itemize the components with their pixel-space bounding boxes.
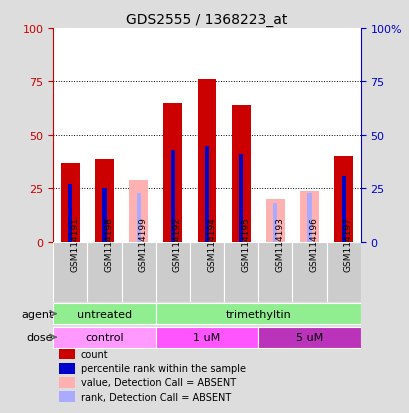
- Text: 5 uM: 5 uM: [295, 332, 322, 342]
- Bar: [59, 392, 74, 402]
- Bar: [258, 242, 292, 302]
- Bar: [95, 159, 114, 242]
- Text: GSM114194: GSM114194: [207, 217, 216, 271]
- Bar: [59, 363, 74, 374]
- Text: count: count: [81, 349, 108, 359]
- Text: trimethyltin: trimethyltin: [225, 309, 290, 319]
- Bar: [273, 204, 277, 242]
- Bar: [68, 185, 72, 242]
- Text: GSM114199: GSM114199: [138, 217, 147, 271]
- Bar: [189, 242, 224, 302]
- Bar: [155, 303, 360, 325]
- Text: GSM114198: GSM114198: [104, 217, 113, 271]
- Bar: [333, 157, 352, 242]
- Bar: [136, 193, 140, 242]
- Text: untreated: untreated: [77, 309, 132, 319]
- Bar: [59, 377, 74, 388]
- Text: rank, Detection Call = ABSENT: rank, Detection Call = ABSENT: [81, 392, 231, 402]
- Text: percentile rank within the sample: percentile rank within the sample: [81, 363, 245, 373]
- Bar: [53, 303, 155, 325]
- Bar: [155, 242, 189, 302]
- Text: GSM114195: GSM114195: [240, 217, 249, 271]
- Bar: [204, 146, 209, 242]
- Bar: [231, 106, 250, 242]
- Text: 1 uM: 1 uM: [193, 332, 220, 342]
- Bar: [171, 151, 175, 242]
- Bar: [224, 242, 258, 302]
- Bar: [59, 349, 74, 359]
- Bar: [307, 193, 311, 242]
- Bar: [299, 191, 318, 242]
- Text: GSM114197: GSM114197: [343, 217, 352, 271]
- Text: GSM114193: GSM114193: [275, 217, 284, 271]
- Bar: [121, 242, 155, 302]
- Text: agent: agent: [21, 309, 53, 319]
- Bar: [238, 155, 243, 242]
- Bar: [102, 189, 106, 242]
- Text: GSM114196: GSM114196: [309, 217, 318, 271]
- Bar: [197, 80, 216, 242]
- Text: GSM114192: GSM114192: [173, 217, 182, 271]
- Text: dose: dose: [27, 332, 53, 342]
- Bar: [61, 164, 80, 242]
- Text: control: control: [85, 332, 124, 342]
- Bar: [341, 176, 345, 242]
- Bar: [258, 327, 360, 348]
- Bar: [265, 199, 284, 242]
- Bar: [53, 327, 155, 348]
- Text: GSM114191: GSM114191: [70, 217, 79, 271]
- Text: value, Detection Call = ABSENT: value, Detection Call = ABSENT: [81, 377, 236, 387]
- Bar: [87, 242, 121, 302]
- Title: GDS2555 / 1368223_at: GDS2555 / 1368223_at: [126, 12, 287, 26]
- Bar: [292, 242, 326, 302]
- Bar: [129, 180, 148, 242]
- Bar: [53, 242, 87, 302]
- Bar: [326, 242, 360, 302]
- Bar: [163, 104, 182, 242]
- Bar: [155, 327, 258, 348]
